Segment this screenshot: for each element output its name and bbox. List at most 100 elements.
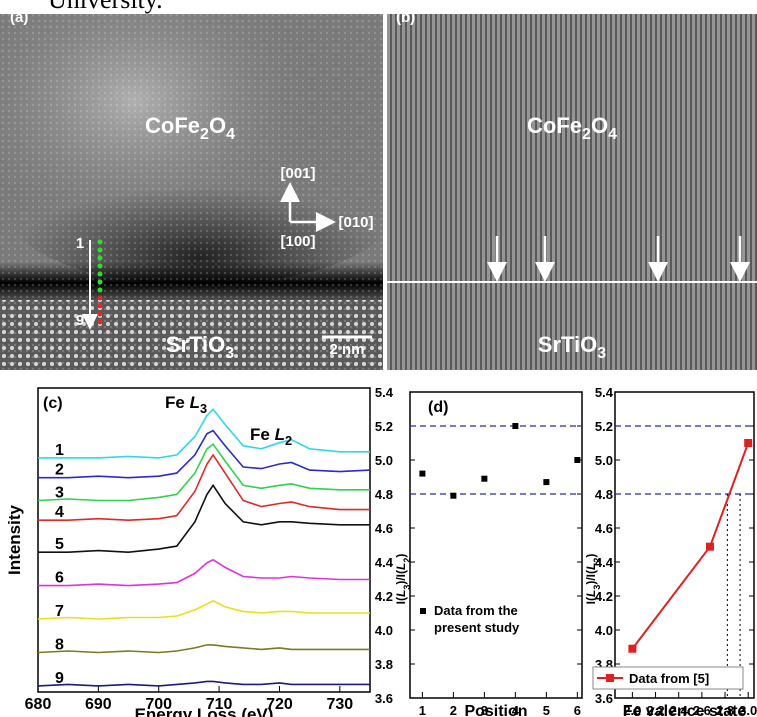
data-point (744, 439, 753, 447)
x-axis-title: Position (464, 703, 527, 717)
x-tick-label: 2.4 (670, 703, 689, 717)
text-part: Fe (250, 425, 275, 444)
formula-sub: 2 (582, 126, 591, 143)
formula-part: SrTiO (166, 332, 226, 357)
subscript: 2 (402, 558, 412, 563)
text-part: )/I( (394, 570, 408, 585)
subscript: 3 (592, 585, 602, 590)
legend-swatch (606, 674, 614, 682)
x-tick-label: 4 (512, 703, 520, 717)
header-fragment: University. (48, 0, 163, 14)
panel-label: (d) (428, 399, 448, 416)
subscript: 3 (402, 585, 412, 590)
x-axis-title: Fe valence state (623, 703, 747, 717)
x-tick-label: 3 (481, 703, 488, 717)
scale-bar-label: 2 nm (329, 341, 364, 358)
legend-swatch (420, 608, 426, 614)
y-tick-label: 4.2 (595, 589, 613, 604)
plot-frame (37, 387, 371, 693)
x-axis-title: Energy Loss (eV) (135, 705, 274, 717)
data-point (481, 475, 488, 482)
x-tick-label: 1 (419, 703, 426, 717)
text-part: L (190, 393, 200, 412)
spectrum-line (37, 443, 370, 502)
series-label: 2 (55, 462, 64, 479)
y-tick-label: 5.4 (595, 385, 614, 400)
film-label: CoFe2O4 (145, 113, 235, 143)
formula-part: CoFe (527, 113, 582, 138)
panel-a: (a) CoFe2O4 [001] [010] [100] 1 9 SrTiO3… (0, 9, 390, 370)
formula-sub: 2 (200, 126, 209, 143)
y-tick-label: 3.8 (375, 657, 393, 672)
plot-frame (409, 391, 583, 699)
y-tick-label: 4.6 (595, 521, 613, 536)
spectrum-line (37, 599, 370, 620)
series-label: 7 (55, 603, 64, 620)
subscript: 3 (200, 401, 207, 416)
panel-label: (c) (43, 395, 63, 412)
y-tick-label: 4.0 (375, 623, 393, 638)
text-part: I( (584, 597, 598, 604)
spectrum-line (38, 453, 370, 522)
x-tick-label: 730 (326, 696, 353, 713)
text-part: ) (584, 554, 598, 558)
panel-label: (b) (396, 9, 415, 26)
data-point (450, 492, 457, 499)
text-part: )/I( (584, 570, 598, 585)
series-label: 9 (55, 670, 64, 687)
data-point (628, 644, 637, 653)
x-tick-label: 690 (85, 696, 112, 713)
legend-box (592, 666, 744, 690)
formula-part: SrTiO (538, 332, 598, 357)
x-tick-label: 2 (450, 703, 457, 717)
y-tick-label: 5.2 (595, 419, 613, 434)
spectrum-line (38, 408, 370, 459)
point-label: 1 (76, 235, 84, 252)
spectrum-line (38, 483, 370, 554)
formula-sub: 3 (225, 345, 234, 362)
y-tick-label: 4.4 (595, 555, 614, 570)
y-tick-label: 4.2 (375, 589, 393, 604)
x-tick-label: 6 (574, 703, 581, 717)
peak-annotation: Fe L2 (250, 425, 292, 448)
series-label: 5 (55, 536, 64, 553)
y-tick-label: 5.0 (375, 453, 393, 468)
legend-label: Data from the present study (434, 603, 520, 635)
peak-annotation: Fe L3 (165, 393, 207, 416)
text-part: L (394, 590, 408, 597)
y-tick-label: 5.0 (595, 453, 613, 468)
series-label: 3 (55, 484, 64, 501)
y-tick-label: 4.0 (595, 623, 613, 638)
direction-label: [010] (338, 214, 373, 231)
spectrum-line (37, 644, 370, 654)
spectrum-line (37, 680, 370, 687)
x-tick-label: 710 (206, 696, 233, 713)
x-tick-label: 2.6 (693, 703, 711, 717)
plot-frame (614, 391, 755, 699)
x-tick-label: 720 (266, 696, 293, 713)
y-axis-title: I(L3)/I(L2) (394, 554, 412, 605)
series-label: 4 (55, 504, 64, 521)
series-label: 6 (55, 570, 64, 587)
y-tick-label: 4.8 (595, 487, 613, 502)
text-part: L (584, 563, 598, 570)
formula-part: O (591, 113, 608, 138)
legend-label: Data from [5] (629, 671, 709, 686)
film-label: CoFe2O4 (527, 113, 617, 143)
spectrum-line (38, 429, 371, 479)
formula-sub: 3 (597, 345, 606, 362)
y-axis-title: I(L3)/I(L2) (584, 554, 602, 605)
formula-sub: 4 (226, 126, 235, 143)
text-part: ) (394, 554, 408, 558)
y-axis-title: Intensity (5, 505, 24, 575)
formula-part: O (209, 113, 226, 138)
y-tick-label: 5.2 (375, 419, 393, 434)
y-tick-label: 4.4 (375, 555, 394, 570)
x-tick-label: 680 (25, 696, 52, 713)
x-tick-label: 3.0 (739, 703, 757, 717)
x-tick-label: 2.2 (647, 703, 665, 717)
x-tick-label: 5 (543, 703, 550, 717)
substrate-label: SrTiO3 (538, 332, 607, 362)
subscript: 2 (285, 433, 292, 448)
data-point (512, 423, 519, 429)
